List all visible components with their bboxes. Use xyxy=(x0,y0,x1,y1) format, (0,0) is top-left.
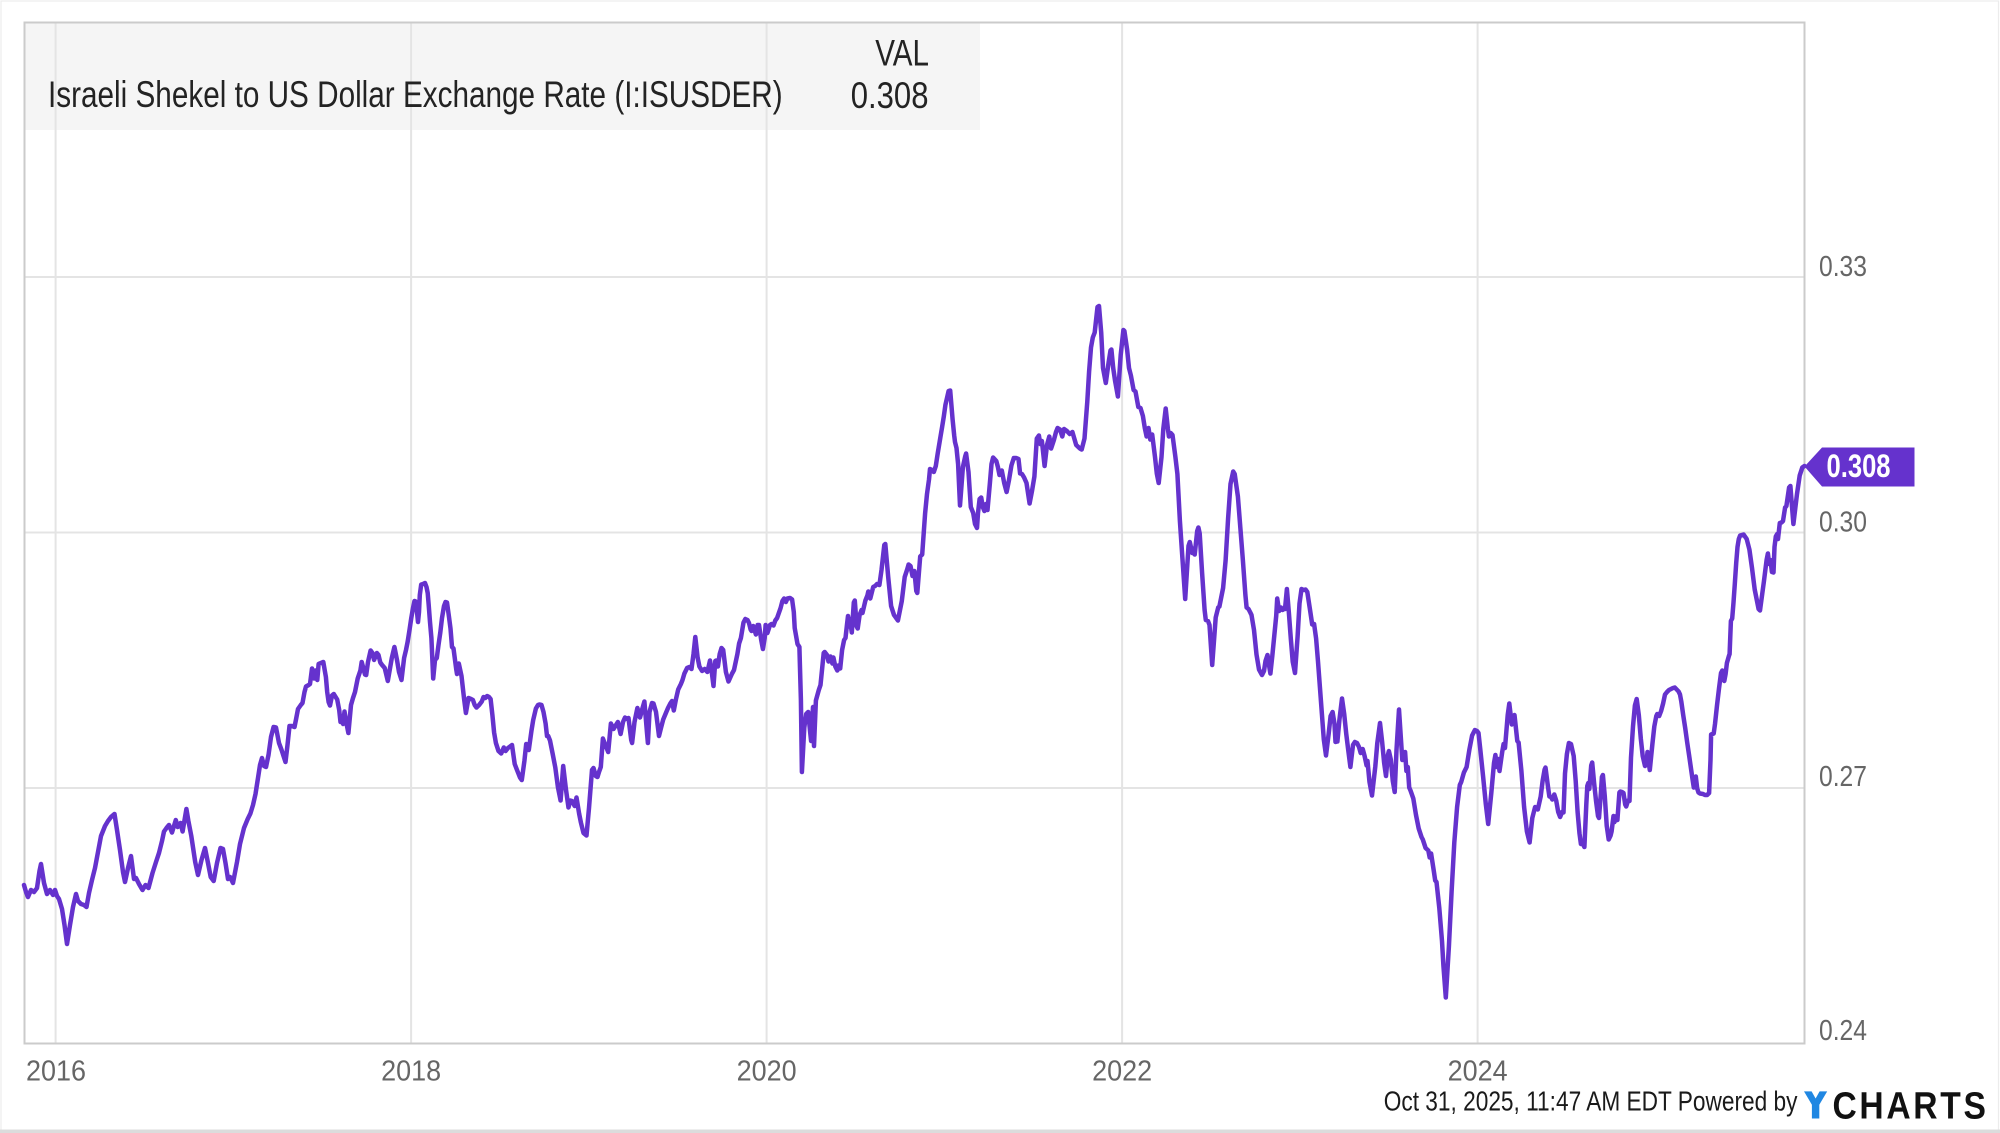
svg-text:2016: 2016 xyxy=(26,1055,86,1087)
svg-text:0.308: 0.308 xyxy=(851,76,929,117)
svg-text:2022: 2022 xyxy=(1092,1055,1152,1087)
svg-text:0.24: 0.24 xyxy=(1819,1014,1867,1046)
svg-text:0.308: 0.308 xyxy=(1827,449,1891,484)
svg-text:2020: 2020 xyxy=(737,1055,797,1087)
svg-text:Israeli Shekel to US Dollar Ex: Israeli Shekel to US Dollar Exchange Rat… xyxy=(48,75,783,116)
svg-text:CHARTS: CHARTS xyxy=(1833,1085,1989,1127)
svg-text:0.30: 0.30 xyxy=(1819,506,1867,538)
svg-text:Oct 31, 2025, 11:47 AM EDT Pow: Oct 31, 2025, 11:47 AM EDT Powered by xyxy=(1384,1086,1798,1117)
svg-text:2018: 2018 xyxy=(381,1055,441,1087)
svg-text:2024: 2024 xyxy=(1448,1055,1508,1087)
svg-text:0.27: 0.27 xyxy=(1819,760,1867,792)
svg-text:VAL: VAL xyxy=(875,33,929,74)
svg-text:0.33: 0.33 xyxy=(1819,250,1867,282)
